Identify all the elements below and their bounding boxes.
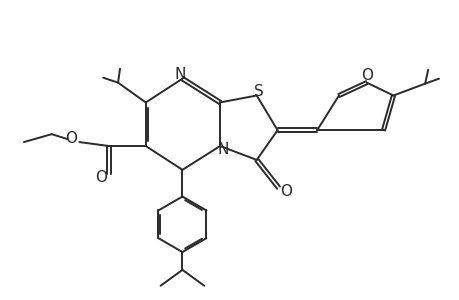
Text: S: S (253, 84, 263, 99)
Text: O: O (360, 68, 372, 83)
Text: O: O (280, 184, 292, 199)
Text: O: O (95, 170, 107, 185)
Text: N: N (217, 142, 228, 157)
Text: N: N (174, 67, 186, 82)
Text: O: O (65, 130, 77, 146)
